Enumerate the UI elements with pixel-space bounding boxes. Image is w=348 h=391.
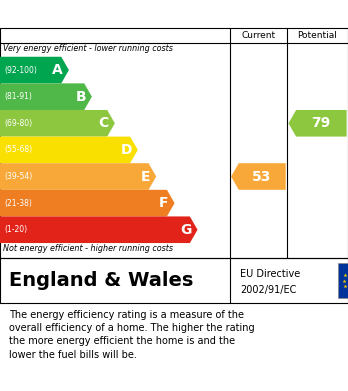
Bar	[338, 264, 348, 298]
Text: G: G	[181, 223, 192, 237]
Polygon shape	[0, 163, 156, 190]
Polygon shape	[0, 83, 92, 110]
Polygon shape	[0, 110, 115, 136]
Text: Not energy efficient - higher running costs: Not energy efficient - higher running co…	[3, 244, 174, 253]
Text: (1-20): (1-20)	[4, 225, 27, 234]
Polygon shape	[0, 57, 69, 83]
Text: (21-38): (21-38)	[4, 199, 32, 208]
Text: C: C	[98, 116, 109, 130]
Text: B: B	[76, 90, 86, 104]
Text: Current: Current	[241, 31, 276, 40]
Polygon shape	[0, 190, 175, 217]
Text: The energy efficiency rating is a measure of the
overall efficiency of a home. T: The energy efficiency rating is a measur…	[9, 310, 254, 360]
Text: Very energy efficient - lower running costs: Very energy efficient - lower running co…	[3, 44, 173, 53]
Text: F: F	[159, 196, 168, 210]
Text: 53: 53	[252, 170, 271, 183]
Text: (92-100): (92-100)	[4, 66, 37, 75]
Text: EU Directive: EU Directive	[240, 269, 300, 279]
Text: (55-68): (55-68)	[4, 145, 32, 154]
Text: Energy Efficiency Rating: Energy Efficiency Rating	[9, 7, 219, 22]
Polygon shape	[288, 110, 347, 136]
Text: A: A	[53, 63, 63, 77]
Text: (81-91): (81-91)	[4, 92, 32, 101]
Text: 79: 79	[311, 116, 331, 130]
Text: (69-80): (69-80)	[4, 119, 32, 128]
Text: England & Wales: England & Wales	[9, 271, 193, 290]
Text: (39-54): (39-54)	[4, 172, 32, 181]
Polygon shape	[0, 217, 198, 243]
Polygon shape	[231, 163, 286, 190]
Text: D: D	[121, 143, 133, 157]
Text: E: E	[140, 170, 150, 183]
Text: Potential: Potential	[298, 31, 338, 40]
Text: 2002/91/EC: 2002/91/EC	[240, 285, 296, 294]
Polygon shape	[0, 136, 138, 163]
